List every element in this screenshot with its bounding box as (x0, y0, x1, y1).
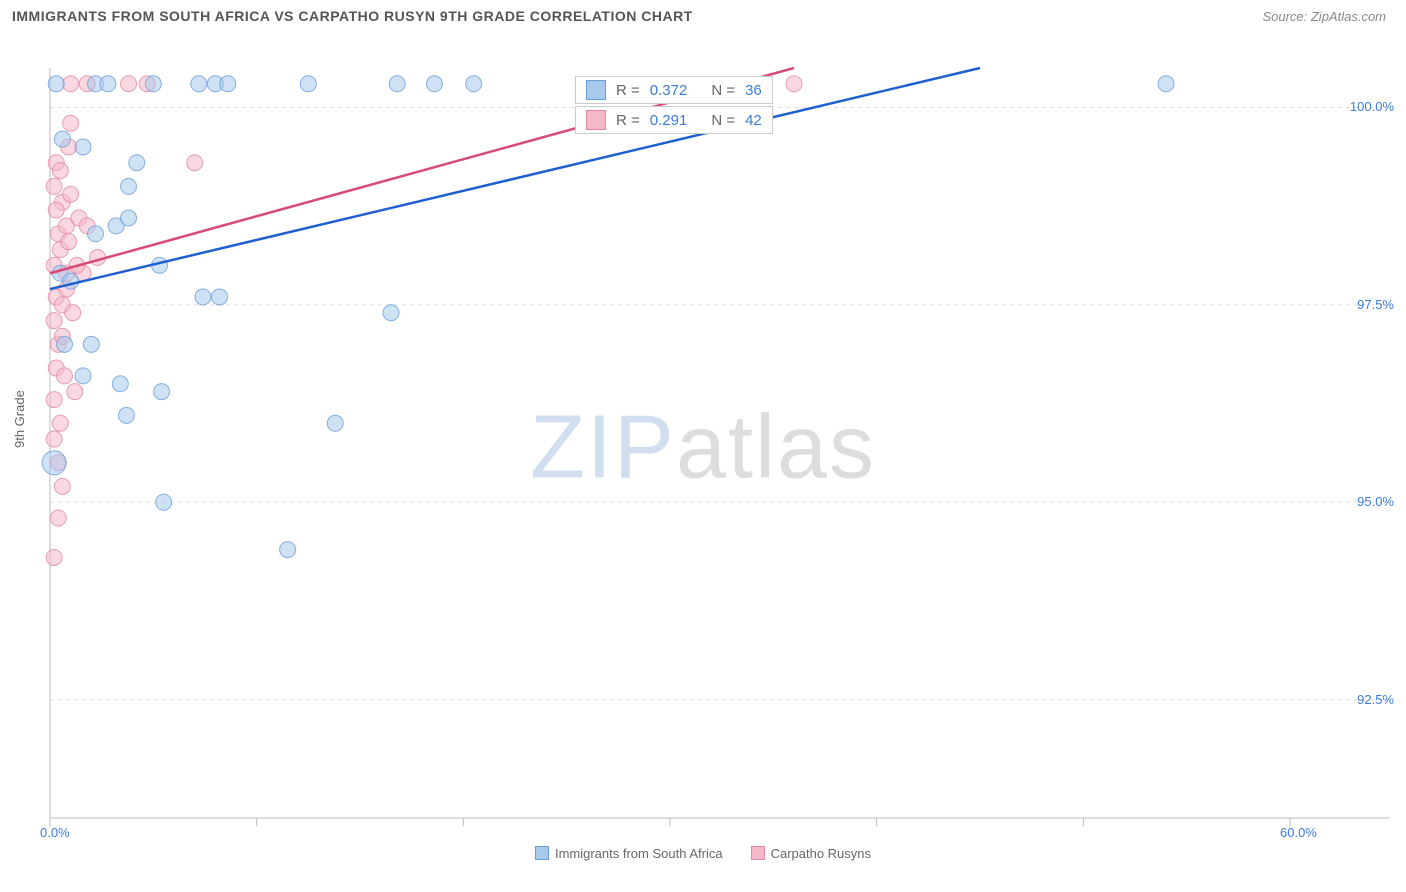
data-point (67, 384, 83, 400)
stat-n-label: N = (711, 112, 735, 129)
chart-title: IMMIGRANTS FROM SOUTH AFRICA VS CARPATHO… (12, 8, 693, 24)
data-point (46, 431, 62, 447)
data-point (327, 415, 343, 431)
data-point (211, 289, 227, 305)
data-point (46, 392, 62, 408)
data-point (426, 76, 442, 92)
data-point (195, 289, 211, 305)
stat-n-value: 36 (745, 82, 762, 99)
data-point (48, 76, 64, 92)
trend-line-a (50, 68, 980, 289)
legend-item-b: Carpatho Rusyns (751, 846, 871, 861)
data-point (87, 226, 103, 242)
data-point (63, 115, 79, 131)
legend-label-b: Carpatho Rusyns (771, 846, 871, 861)
data-point (75, 139, 91, 155)
data-point (63, 76, 79, 92)
legend-swatch-b (751, 846, 765, 860)
data-point (121, 76, 137, 92)
data-point (112, 376, 128, 392)
data-point (786, 76, 802, 92)
data-point (61, 234, 77, 250)
data-point (187, 155, 203, 171)
stat-swatch (586, 80, 606, 100)
data-point (46, 178, 62, 194)
y-tick-label: 100.0% (1350, 99, 1394, 114)
data-point (156, 494, 172, 510)
data-point (46, 313, 62, 329)
scatter-chart (0, 28, 1406, 868)
y-tick-label: 95.0% (1357, 494, 1394, 509)
stat-n-value: 42 (745, 112, 762, 129)
data-point (129, 155, 145, 171)
data-point (42, 451, 66, 475)
stat-r-value: 0.372 (650, 82, 688, 99)
data-point (56, 368, 72, 384)
title-bar: IMMIGRANTS FROM SOUTH AFRICA VS CARPATHO… (0, 0, 1406, 28)
data-point (65, 305, 81, 321)
legend-label-a: Immigrants from South Africa (555, 846, 723, 861)
data-point (280, 542, 296, 558)
stat-box-a: R = 0.372 N = 36 (575, 76, 773, 104)
stat-r-label: R = (616, 112, 640, 129)
stat-r-label: R = (616, 82, 640, 99)
legend-item-a: Immigrants from South Africa (535, 846, 723, 861)
data-point (50, 510, 66, 526)
data-point (383, 305, 399, 321)
data-point (466, 76, 482, 92)
data-point (121, 210, 137, 226)
data-point (52, 415, 68, 431)
stat-box-b: R = 0.291 N = 42 (575, 106, 773, 134)
data-point (220, 76, 236, 92)
stat-swatch (586, 110, 606, 130)
data-point (100, 76, 116, 92)
data-point (52, 163, 68, 179)
data-point (54, 478, 70, 494)
source-label: Source: ZipAtlas.com (1262, 9, 1386, 24)
data-point (145, 76, 161, 92)
stat-n-label: N = (711, 82, 735, 99)
chart-area: 9th Grade ZIPatlas R = 0.372N = 36R = 0.… (0, 28, 1406, 868)
data-point (389, 76, 405, 92)
legend: Immigrants from South Africa Carpatho Ru… (0, 838, 1406, 868)
y-tick-label: 97.5% (1357, 297, 1394, 312)
data-point (75, 368, 91, 384)
data-point (54, 131, 70, 147)
data-point (118, 407, 134, 423)
data-point (1158, 76, 1174, 92)
y-tick-label: 92.5% (1357, 692, 1394, 707)
data-point (121, 178, 137, 194)
data-point (46, 549, 62, 565)
data-point (191, 76, 207, 92)
data-point (154, 384, 170, 400)
data-point (63, 273, 79, 289)
data-point (300, 76, 316, 92)
data-point (56, 336, 72, 352)
data-point (48, 202, 64, 218)
data-point (63, 186, 79, 202)
data-point (83, 336, 99, 352)
legend-swatch-a (535, 846, 549, 860)
stat-r-value: 0.291 (650, 112, 688, 129)
